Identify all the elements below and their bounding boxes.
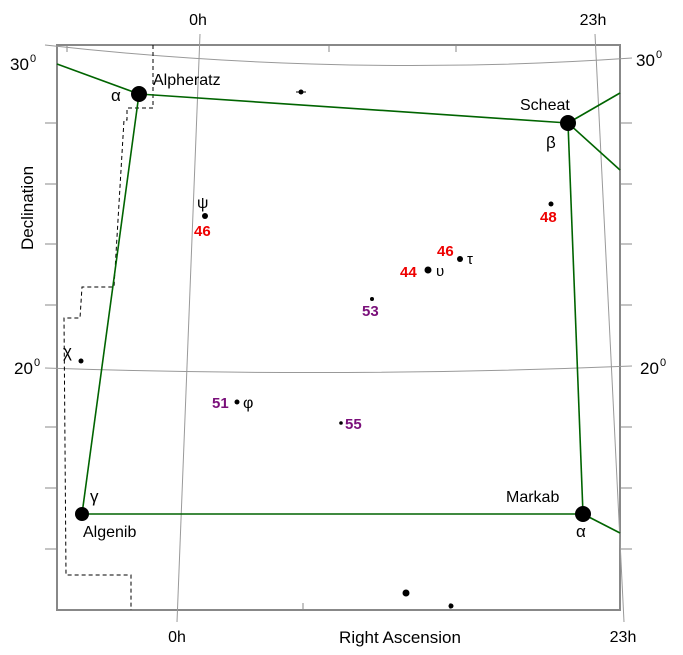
label-algenib: Algenib xyxy=(83,524,136,541)
dec-20-right-degree: 0 xyxy=(660,357,666,369)
dec-20-gridline xyxy=(44,365,633,374)
greek-alpheratz: α xyxy=(111,86,121,105)
greek-tau: τ xyxy=(467,251,473,268)
left-ticks xyxy=(45,122,57,550)
right-ticks xyxy=(620,122,632,550)
star-phi xyxy=(234,399,240,405)
y-axis-title: Declination xyxy=(18,166,37,250)
ra-0h-gridline xyxy=(176,33,201,623)
label-markab: Markab xyxy=(506,489,559,506)
number-tau: 46 xyxy=(437,243,454,260)
star-upsilon xyxy=(424,266,432,274)
star-scheat xyxy=(560,115,576,131)
number-53: 53 xyxy=(362,303,379,320)
top-ticks xyxy=(66,45,457,52)
greek-chi: χ xyxy=(63,342,72,361)
dec-30-gridline xyxy=(44,44,633,67)
dec-30-right-label: 30 xyxy=(636,51,655,70)
label-alpheratz: Alpheratz xyxy=(153,72,221,89)
star-markab xyxy=(575,506,591,522)
number-psi: 46 xyxy=(194,223,211,240)
number-55: 55 xyxy=(345,416,362,433)
constellation-lines xyxy=(56,63,621,534)
ra-top-left-label: 0h xyxy=(189,12,207,29)
star-alpheratz xyxy=(131,86,147,102)
ra-top-right-label: 23h xyxy=(580,12,607,29)
dec-30-right-degree: 0 xyxy=(656,49,662,61)
number-phi: 51 xyxy=(212,395,229,412)
greek-psi: ψ xyxy=(197,195,208,212)
star-55 xyxy=(339,421,343,425)
star-bottom-2 xyxy=(448,603,454,609)
greek-upsilon: υ xyxy=(436,263,444,280)
dec-20-right-label: 20 xyxy=(640,359,659,378)
label-scheat: Scheat xyxy=(520,97,570,114)
greek-algenib: γ xyxy=(90,487,99,506)
ra-bottom-left-label: 0h xyxy=(168,629,186,646)
greek-scheat: β xyxy=(546,133,556,152)
star-53 xyxy=(370,297,374,301)
constellation-boundary xyxy=(63,45,154,610)
star-psi xyxy=(202,213,208,219)
star-48 xyxy=(548,201,554,207)
star-algenib xyxy=(75,507,89,521)
bottom-ticks xyxy=(302,603,451,610)
number-upsilon: 44 xyxy=(400,264,417,281)
dec-20-left-label: 20 xyxy=(14,359,33,378)
ra-bottom-right-label: 23h xyxy=(610,629,637,646)
star-chi xyxy=(78,358,84,364)
dec-20-left-degree: 0 xyxy=(34,357,40,369)
x-axis-title: Right Ascension xyxy=(339,628,461,647)
ra-23h-gridline xyxy=(594,33,625,623)
chart-frame xyxy=(56,44,621,611)
number-48: 48 xyxy=(540,209,557,226)
star-tau xyxy=(457,256,463,262)
greek-phi: φ xyxy=(243,395,253,412)
greek-markab: α xyxy=(576,522,586,541)
dec-30-left-degree: 0 xyxy=(30,53,36,65)
dec-30-left-label: 30 xyxy=(10,55,29,74)
star-bottom-1 xyxy=(402,589,410,597)
